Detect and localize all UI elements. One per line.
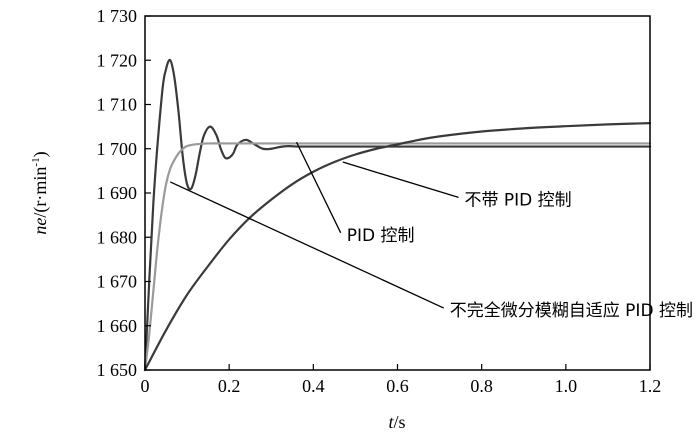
y-axis-label-close: ) (30, 151, 51, 157)
x-tick-label: 0.6 (386, 376, 409, 396)
x-tick-label: 0.2 (218, 376, 241, 396)
y-axis-label-exp: -1 (30, 157, 42, 166)
y-tick-label: 1 670 (97, 272, 138, 292)
x-tick-label: 0 (141, 376, 150, 396)
series-layer (143, 58, 652, 372)
x-tick-label: 1.0 (555, 376, 578, 396)
y-tick-label: 1 710 (97, 95, 138, 115)
x-axis-label-unit: /s (394, 412, 406, 432)
annotation-leader-1 (342, 161, 459, 199)
x-axis-label: t/s (388, 412, 405, 432)
series-line-2 (143, 142, 652, 372)
annotation-leader-2 (295, 141, 342, 234)
x-tick-label: 1.2 (639, 376, 662, 396)
y-axis-label-unit: /(r·min (30, 167, 51, 218)
annotation-label-3: 不完全微分模糊自适应 PID 控制 (450, 301, 693, 321)
x-axis-label-var: t (388, 412, 394, 432)
y-tick-label: 1 660 (97, 316, 138, 336)
y-axis-label-var: ne (30, 218, 50, 235)
y-tick-label: 1 720 (97, 50, 138, 70)
series-line-1 (143, 58, 652, 372)
y-tick-label: 1 650 (97, 360, 138, 380)
x-tick-label: 0.4 (302, 376, 325, 396)
tick-layer: 0 0.2 0.4 0.6 0.8 1.0 1.2 1 650 1 660 1 670 1 680 1… (97, 6, 662, 396)
y-tick-label: 1 700 (97, 139, 138, 159)
y-tick-label: 1 730 (97, 6, 138, 26)
series-line-3 (143, 121, 652, 372)
x-tick-label: 0.8 (470, 376, 493, 396)
annotation-label-2: PID 控制 (347, 226, 415, 246)
annotation-leader-3 (169, 181, 445, 309)
y-axis-label: ne/(r·min-1) (30, 151, 51, 234)
y-tick-label: 1 690 (97, 183, 138, 203)
y-tick-label: 1 680 (97, 227, 138, 247)
annotation-label-1: 不带 PID 控制 (465, 190, 572, 210)
